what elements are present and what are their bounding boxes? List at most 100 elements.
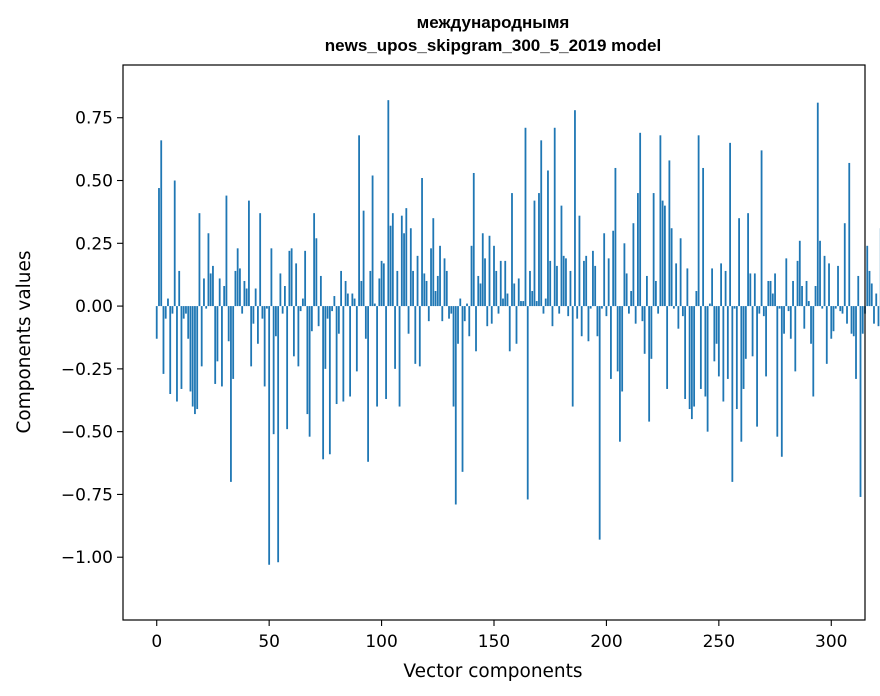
bar-318: [870, 283, 873, 307]
bar-75: [324, 306, 327, 369]
bar-256: [731, 306, 734, 482]
bar-230: [672, 306, 675, 309]
bar-307: [846, 306, 848, 324]
bar-176: [551, 306, 554, 327]
x-tick-label-0: 0: [151, 632, 162, 652]
bar-59: [288, 250, 291, 307]
bar-93: [364, 306, 367, 339]
bar-249: [715, 306, 718, 344]
bar-169: [535, 301, 538, 307]
bar-136: [461, 306, 464, 472]
bar-72: [317, 306, 320, 327]
x-tick-label-50: 50: [258, 632, 280, 652]
y-tick-label-2: −0.50: [61, 423, 113, 443]
bar-7: [171, 306, 174, 314]
bar-84: [344, 280, 347, 307]
bar-312: [857, 275, 860, 307]
bar-40: [245, 288, 248, 307]
bar-147: [486, 306, 489, 327]
bar-184: [569, 270, 572, 307]
bar-283: [792, 280, 794, 307]
bar-287: [801, 286, 803, 307]
bar-225: [661, 200, 664, 307]
bar-299: [828, 263, 830, 307]
bar-115: [414, 306, 417, 364]
bar-106: [394, 306, 396, 369]
bar-264: [749, 273, 752, 307]
bar-316: [866, 245, 869, 307]
bar-119: [423, 273, 426, 307]
bar-282: [789, 306, 792, 339]
bar-219: [648, 306, 651, 422]
bar-128: [443, 258, 446, 307]
bar-317: [868, 270, 871, 307]
bar-250: [717, 306, 720, 377]
bar-161: [517, 278, 520, 307]
bar-308: [848, 162, 851, 307]
y-tick-label-3: −0.25: [61, 360, 113, 380]
chart-title-line1: международнымя: [417, 13, 570, 32]
bar-129: [445, 270, 448, 307]
bar-269: [760, 150, 763, 307]
bar-44: [254, 288, 257, 307]
bar-192: [587, 306, 590, 342]
bar-276: [776, 306, 779, 437]
bar-234: [681, 306, 684, 317]
bar-260: [740, 306, 743, 442]
bar-17: [194, 306, 196, 415]
bar-289: [805, 280, 808, 307]
bar-157: [508, 306, 511, 352]
bar-107: [396, 270, 399, 307]
bar-217: [643, 306, 646, 354]
y-axis-label: Components values: [14, 250, 35, 433]
bar-164: [524, 127, 527, 307]
x-tick-label-150: 150: [478, 632, 510, 652]
bar-187: [576, 306, 579, 319]
x-tick-label-250: 250: [703, 632, 735, 652]
bar-22: [205, 306, 208, 309]
bar-195: [594, 265, 597, 307]
bar-36: [236, 248, 239, 307]
bar-47: [261, 306, 264, 319]
bar-223: [657, 306, 660, 314]
bar-198: [601, 306, 603, 309]
bar-174: [547, 170, 549, 307]
bar-2: [160, 140, 163, 307]
bar-113: [409, 228, 412, 307]
bar-273: [769, 280, 772, 307]
bar-116: [416, 255, 419, 307]
bar-236: [686, 268, 689, 307]
bar-23: [207, 233, 210, 307]
bar-154: [502, 298, 504, 307]
bar-268: [758, 306, 761, 314]
bar-11: [180, 306, 183, 389]
y-tick-label-5: 0.25: [75, 234, 113, 254]
bar-304: [839, 306, 842, 312]
bar-133: [454, 306, 457, 505]
bar-38: [241, 306, 244, 314]
bar-314: [861, 306, 864, 334]
bar-180: [560, 205, 563, 307]
bar-12: [182, 306, 185, 319]
bar-60: [290, 248, 293, 307]
bar-14: [187, 306, 190, 339]
bar-143: [477, 275, 480, 307]
bar-43: [252, 306, 255, 324]
bar-190: [583, 260, 585, 307]
bar-188: [578, 215, 581, 307]
bar-51: [270, 248, 273, 307]
bar-99: [378, 278, 381, 307]
bar-177: [553, 127, 556, 307]
bar-56: [281, 306, 284, 314]
bar-200: [605, 306, 608, 317]
bar-6: [169, 306, 172, 394]
bar-26: [214, 306, 217, 384]
bar-141: [472, 172, 475, 307]
bar-294: [816, 102, 819, 307]
bar-87: [351, 293, 354, 307]
bar-13: [185, 306, 187, 314]
bar-52: [272, 306, 275, 435]
bar-285: [796, 260, 799, 307]
bar-110: [403, 233, 405, 307]
bar-226: [663, 205, 666, 307]
